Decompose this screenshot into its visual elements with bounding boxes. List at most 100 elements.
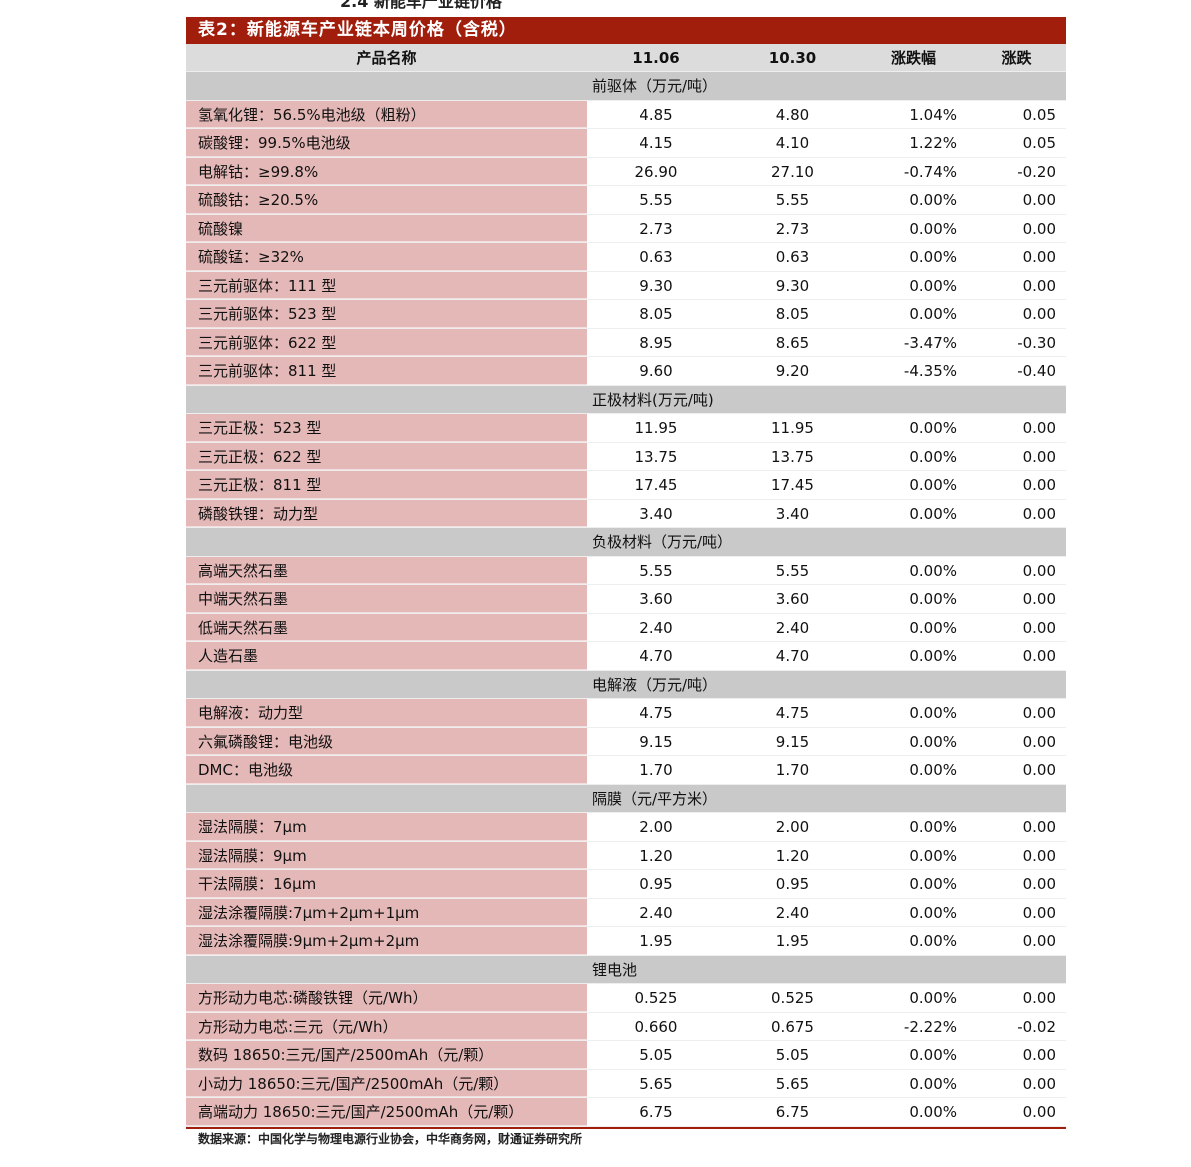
change: 0.00 [1022, 276, 1056, 295]
product-name: 硫酸钴：≥20.5% [186, 186, 587, 214]
price-previous: 4.70 [775, 647, 810, 665]
price-current: 2.40 [639, 903, 673, 922]
price-current: 0.63 [639, 248, 673, 266]
table-row: 碳酸锂：99.5%电池级 4.15 4.10 1.22% 0.05 [186, 129, 1066, 158]
price-previous: 9.20 [775, 362, 810, 380]
product-name: DMC：电池级 [186, 756, 587, 784]
change-pct: 0.00% [909, 191, 957, 209]
change-pct: 0.00% [909, 732, 957, 751]
price-current: 4.15 [639, 134, 673, 152]
price-previous: 6.75 [775, 1103, 810, 1121]
price-current: 0.660 [634, 1017, 678, 1036]
price-current: 0.95 [639, 875, 673, 893]
price-previous: 5.65 [775, 1074, 810, 1093]
change-pct: 1.04% [909, 105, 957, 124]
change-pct: -0.74% [903, 162, 957, 181]
product-name: 硫酸锰：≥32% [186, 243, 587, 271]
product-name: 三元前驱体：622 型 [186, 328, 587, 356]
change-pct: 0.00% [909, 419, 957, 437]
price-current: 2.40 [639, 618, 673, 637]
change: 0.00 [1022, 704, 1056, 722]
price-previous: 0.525 [771, 989, 814, 1007]
change-pct: 0.00% [909, 219, 957, 238]
product-name: 方形动力电芯:三元（元/Wh） [186, 1012, 587, 1040]
section-row: 电解液（万元/吨） [186, 670, 1066, 699]
change: -0.30 [1017, 333, 1056, 352]
change-pct: 0.00% [909, 1046, 957, 1064]
change: 0.00 [1022, 504, 1056, 523]
table-row: 高端天然石墨 5.55 5.55 0.00% 0.00 [186, 556, 1066, 585]
price-previous: 1.95 [775, 932, 810, 950]
price-current: 3.60 [639, 590, 673, 608]
col-header-product: 产品名称 [356, 49, 417, 67]
product-name: 小动力 18650:三元/国产/2500mAh（元/颗） [186, 1069, 587, 1097]
price-current: 1.70 [639, 761, 673, 779]
change-pct: 0.00% [909, 818, 957, 836]
price-current: 4.85 [639, 105, 673, 124]
change-pct: 0.00% [909, 903, 957, 922]
price-current: 5.05 [639, 1046, 673, 1064]
change: -0.20 [1017, 162, 1056, 181]
change-pct: 0.00% [909, 704, 957, 722]
change-pct: 0.00% [909, 561, 957, 580]
change-pct: 0.00% [909, 276, 957, 295]
price-previous: 4.75 [775, 704, 810, 722]
change: 0.00 [1022, 447, 1056, 466]
price-current: 11.95 [634, 419, 678, 437]
col-header-previous: 10.30 [768, 49, 817, 67]
section-row: 锂电池 [186, 955, 1066, 984]
change-pct: 0.00% [909, 761, 957, 779]
product-name: 磷酸铁锂：动力型 [186, 499, 587, 527]
section-row: 负极材料（万元/吨） [186, 528, 1066, 557]
table-row: 湿法隔膜：7μm 2.00 2.00 0.00% 0.00 [186, 813, 1066, 842]
col-header-current: 11.06 [632, 49, 680, 67]
table-row: 中端天然石墨 3.60 3.60 0.00% 0.00 [186, 585, 1066, 614]
price-previous: 2.40 [775, 903, 810, 922]
section-label: 隔膜（元/平方米） [592, 789, 718, 808]
price-previous: 4.80 [775, 105, 810, 124]
product-name: 高端天然石墨 [186, 556, 587, 584]
table-row: 高端动力 18650:三元/国产/2500mAh（元/颗） 6.75 6.75 0.0… [186, 1098, 1066, 1127]
table-row: 三元正极：622 型 13.75 13.75 0.00% 0.00 [186, 442, 1066, 471]
change-pct: 1.22% [909, 134, 957, 152]
price-previous: 8.65 [775, 333, 810, 352]
product-name: 方形动力电芯:磷酸铁锂（元/Wh） [186, 984, 587, 1012]
table-row: 三元前驱体：811 型 9.60 9.20 -4.35% -0.40 [186, 357, 1066, 386]
table-row: 湿法涂覆隔膜:9μm+2μm+2μm 1.95 1.95 0.00% 0.00 [186, 927, 1066, 956]
table-row: 硫酸锰：≥32% 0.63 0.63 0.00% 0.00 [186, 243, 1066, 272]
table-row: 干法隔膜：16μm 0.95 0.95 0.00% 0.00 [186, 870, 1066, 899]
change: 0.00 [1022, 846, 1056, 865]
change: 0.00 [1022, 219, 1056, 238]
change: -0.40 [1017, 362, 1056, 380]
product-name: 湿法涂覆隔膜:7μm+2μm+1μm [186, 898, 587, 926]
change: 0.00 [1022, 1046, 1056, 1064]
product-name: 高端动力 18650:三元/国产/2500mAh（元/颗） [186, 1098, 587, 1126]
table-row: 小动力 18650:三元/国产/2500mAh（元/颗） 5.65 5.65 0.00… [186, 1069, 1066, 1098]
product-name: 碳酸锂：99.5%电池级 [186, 129, 587, 157]
section-row: 正极材料(万元/吨) [186, 385, 1066, 414]
section-row: 隔膜（元/平方米） [186, 784, 1066, 813]
price-previous: 2.40 [775, 618, 810, 637]
price-previous: 13.75 [771, 447, 814, 466]
product-name: 三元正极：523 型 [186, 414, 587, 442]
table-row: 硫酸钴：≥20.5% 5.55 5.55 0.00% 0.00 [186, 186, 1066, 215]
table-row: 氢氧化锂：56.5%电池级（粗粉） 4.85 4.80 1.04% 0.05 [186, 100, 1066, 129]
change-pct: 0.00% [909, 846, 957, 865]
change-pct: -3.47% [903, 333, 957, 352]
change-pct: 0.00% [909, 504, 957, 523]
change-pct: 0.00% [909, 1103, 957, 1121]
product-name: 人造石墨 [186, 642, 587, 670]
table-body: 前驱体（万元/吨） 氢氧化锂：56.5%电池级（粗粉） 4.85 4.80 1.04% 0… [186, 72, 1066, 1127]
change-pct: 0.00% [909, 618, 957, 637]
change-pct: 0.00% [909, 989, 957, 1007]
price-current: 5.55 [639, 191, 673, 209]
change: 0.00 [1022, 932, 1056, 950]
price-previous: 0.95 [775, 875, 810, 893]
table-row: 低端天然石墨 2.40 2.40 0.00% 0.00 [186, 613, 1066, 642]
change: 0.00 [1022, 248, 1056, 266]
table-row: 磷酸铁锂：动力型 3.40 3.40 0.00% 0.00 [186, 499, 1066, 528]
section-label: 电解液（万元/吨） [592, 675, 718, 694]
change-pct: 0.00% [909, 590, 957, 608]
col-header-change-pct: 涨跌幅 [890, 49, 936, 67]
table-row: 湿法隔膜：9μm 1.20 1.20 0.00% 0.00 [186, 841, 1066, 870]
